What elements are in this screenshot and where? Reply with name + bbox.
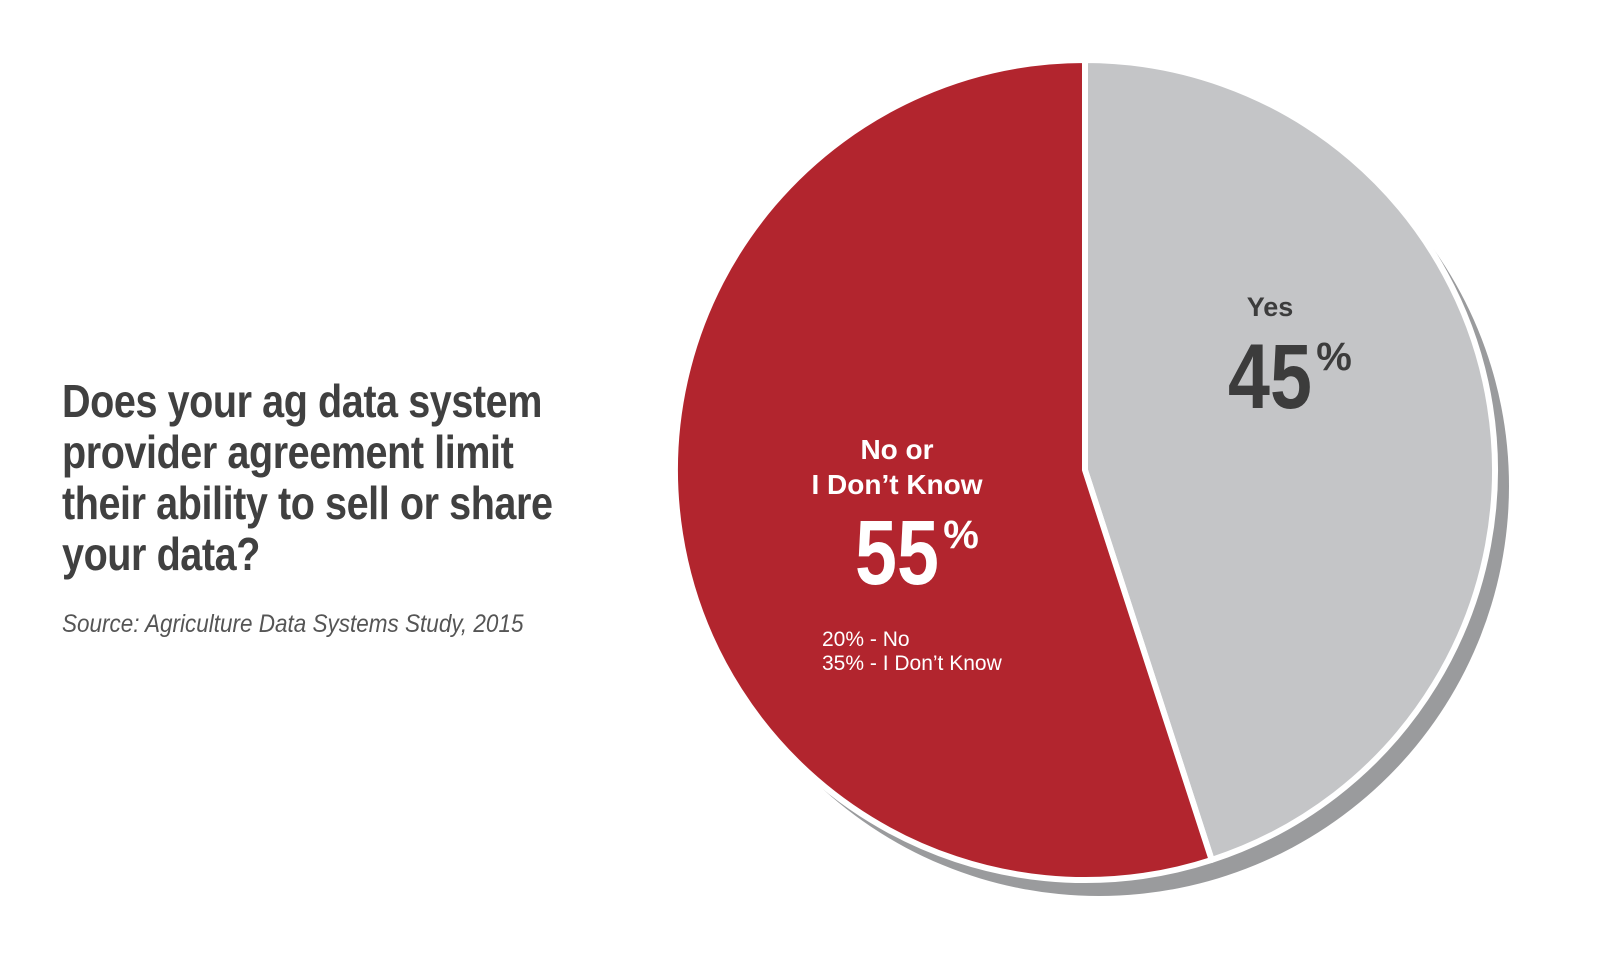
slice-label-no-line1: No or	[860, 434, 933, 465]
question-heading: Does your ag data system provider agreem…	[62, 375, 553, 580]
slice-unit-no: %	[943, 513, 979, 557]
slice-yes	[1082, 57, 1498, 863]
slice-label-no-line2: I Don’t Know	[811, 469, 982, 500]
slice-value-yes: 45	[1228, 325, 1312, 428]
source-note: Source: Agriculture Data Systems Study, …	[62, 610, 524, 638]
breakdown-dont-know: 35% - I Don’t Know	[822, 652, 1003, 675]
slice-value-no: 55	[855, 501, 939, 604]
slice-label-yes: Yes	[1247, 292, 1294, 322]
slice-no-or-dont-know	[672, 57, 1215, 883]
slice-unit-yes: %	[1316, 335, 1352, 379]
breakdown-no: 20% - No	[822, 628, 910, 651]
